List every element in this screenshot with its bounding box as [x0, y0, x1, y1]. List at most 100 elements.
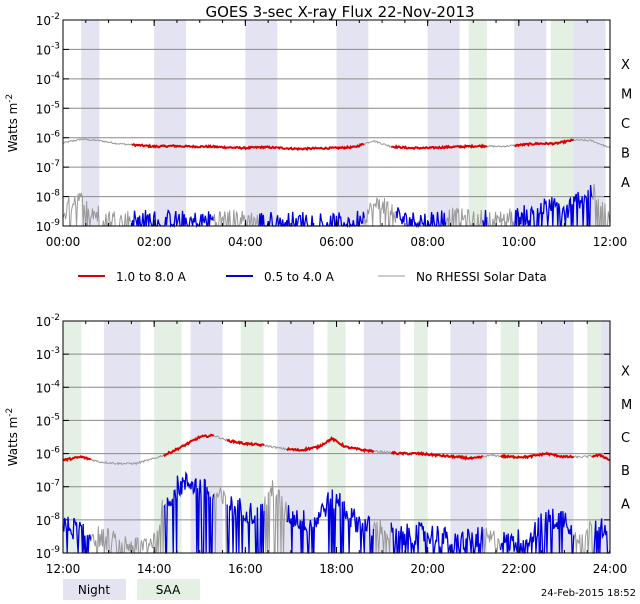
- y-tick-label: 10-2: [36, 12, 60, 28]
- saa-band: [413, 321, 428, 553]
- x-tick-label: 22:00: [502, 562, 537, 576]
- x-tick-label: 10:00: [502, 235, 537, 249]
- plot-frame: [62, 320, 611, 554]
- x-tick-label: 08:00: [410, 235, 445, 249]
- x-tick-label: 12:00: [46, 562, 81, 576]
- y-axis-label: Watts m-2: [5, 94, 20, 153]
- series-0.5-4A: [258, 210, 365, 229]
- flare-class-label: M: [621, 398, 632, 413]
- night-band: [427, 20, 460, 226]
- series-1-8A: [390, 450, 484, 461]
- series-0.5-4A: [163, 470, 215, 554]
- flare-class-label: C: [621, 117, 630, 132]
- y-tick-label: 10-9: [36, 218, 61, 234]
- panel-bottom: 10-9 10-8 10-7 10-6 10-5 10-4 10-3 10-2 Watts m-…: [5, 313, 632, 576]
- series-1-8A-no-rhessi: [482, 453, 501, 458]
- night-band: [363, 321, 401, 553]
- y-tick-label: 10-3: [36, 346, 60, 362]
- flare-class-label: B: [621, 464, 630, 479]
- night-band: [600, 321, 610, 553]
- night-band: [104, 321, 141, 553]
- timestamp: 24-Feb-2015 18:52: [541, 588, 636, 599]
- y-tick-label: 10-8: [36, 512, 61, 528]
- flare-class-label: X: [621, 365, 630, 380]
- night-band: [336, 20, 369, 226]
- x-tick-label: 06:00: [319, 235, 354, 249]
- series-1-8A: [226, 438, 265, 448]
- series-1-8A-no-rhessi: [364, 139, 392, 148]
- night-band: [277, 321, 314, 553]
- flare-class-label: A: [621, 497, 630, 512]
- saa-swatch: [137, 579, 200, 600]
- series-0.5-4A: [286, 489, 375, 554]
- legend-label: No RHESSI Solar Data: [416, 270, 547, 284]
- night-band: [245, 20, 278, 226]
- saa-band: [500, 321, 519, 553]
- series-1-8A-no-rhessi: [373, 449, 392, 455]
- night-band: [450, 321, 487, 553]
- series-0.5-4A-no-rhessi: [486, 208, 515, 227]
- series-1-8A: [591, 453, 611, 462]
- saa-band: [240, 321, 264, 553]
- y-tick-label: 10-9: [36, 545, 61, 561]
- x-tick-label: 12:00: [593, 235, 628, 249]
- plot-frame: [62, 19, 611, 227]
- series-1-8A: [500, 451, 575, 460]
- saa-band: [550, 20, 574, 226]
- y-tick-label: 10-4: [36, 71, 61, 87]
- night-band: [573, 20, 606, 226]
- night-band: [537, 321, 574, 553]
- series-0.5-4A-no-rhessi: [482, 527, 502, 554]
- series-1-8A-no-rhessi: [263, 444, 288, 451]
- saa-band: [63, 321, 82, 553]
- saa-label: SAA: [156, 583, 181, 597]
- series-0.5-4A-no-rhessi: [263, 480, 288, 554]
- series-0.5-4A: [482, 209, 488, 227]
- y-tick-label: 10-2: [36, 313, 60, 329]
- series-1-8A: [62, 455, 92, 463]
- night-band: [514, 20, 547, 226]
- x-tick-label: 00:00: [46, 235, 81, 249]
- series-0.5-4A-no-rhessi: [62, 192, 133, 227]
- shade-legend: Night SAA: [63, 579, 200, 600]
- saa-band: [587, 321, 601, 553]
- x-tick-label: 02:00: [137, 235, 172, 249]
- series-0.5-4A: [390, 521, 484, 554]
- y-tick-label: 10-3: [36, 41, 60, 57]
- flare-class-label: X: [621, 58, 630, 73]
- series-0.5-4A-no-rhessi: [363, 197, 397, 227]
- series-1-8A: [286, 436, 375, 454]
- series-0.5-4A: [514, 184, 593, 227]
- y-tick-label: 10-6: [36, 446, 61, 462]
- x-tick-label: 18:00: [319, 562, 354, 576]
- flare-class-label: C: [621, 431, 630, 446]
- night-band: [81, 20, 100, 226]
- x-tick-label: 20:00: [410, 562, 445, 576]
- series-1-8A-no-rhessi: [62, 138, 133, 146]
- x-tick-label: 24:00: [593, 562, 628, 576]
- x-tick-label: 16:00: [228, 562, 263, 576]
- series-0.5-4A: [395, 207, 447, 229]
- x-tick-label: 04:00: [228, 235, 263, 249]
- y-tick-label: 10-7: [36, 479, 60, 495]
- series-1-8A-no-rhessi: [573, 454, 593, 459]
- series-1-8A: [163, 433, 215, 458]
- night-band: [154, 20, 187, 226]
- panel-top: 10-9 10-8 10-7 10-6 10-5 10-4 10-3 10-2 Watts m-…: [5, 12, 632, 249]
- series-0.5-4A: [131, 209, 215, 229]
- y-tick-label: 10-6: [36, 130, 61, 146]
- series-1-8A-no-rhessi: [573, 138, 611, 149]
- series-1-8A-no-rhessi: [487, 144, 516, 149]
- series-0.5-4A: [226, 496, 265, 554]
- flare-class-label: M: [621, 88, 632, 103]
- legend-label: 0.5 to 4.0 A: [264, 270, 335, 284]
- series-1-8A-no-rhessi: [213, 435, 228, 442]
- y-tick-label: 10-5: [36, 100, 60, 116]
- series-0.5-4A: [592, 518, 611, 554]
- series-0.5-4A-no-rhessi: [373, 519, 392, 554]
- flare-class-label: A: [621, 176, 630, 191]
- series-0.5-4A: [499, 508, 575, 554]
- series-1-8A-no-rhessi: [90, 454, 165, 466]
- y-tick-label: 10-8: [36, 189, 61, 205]
